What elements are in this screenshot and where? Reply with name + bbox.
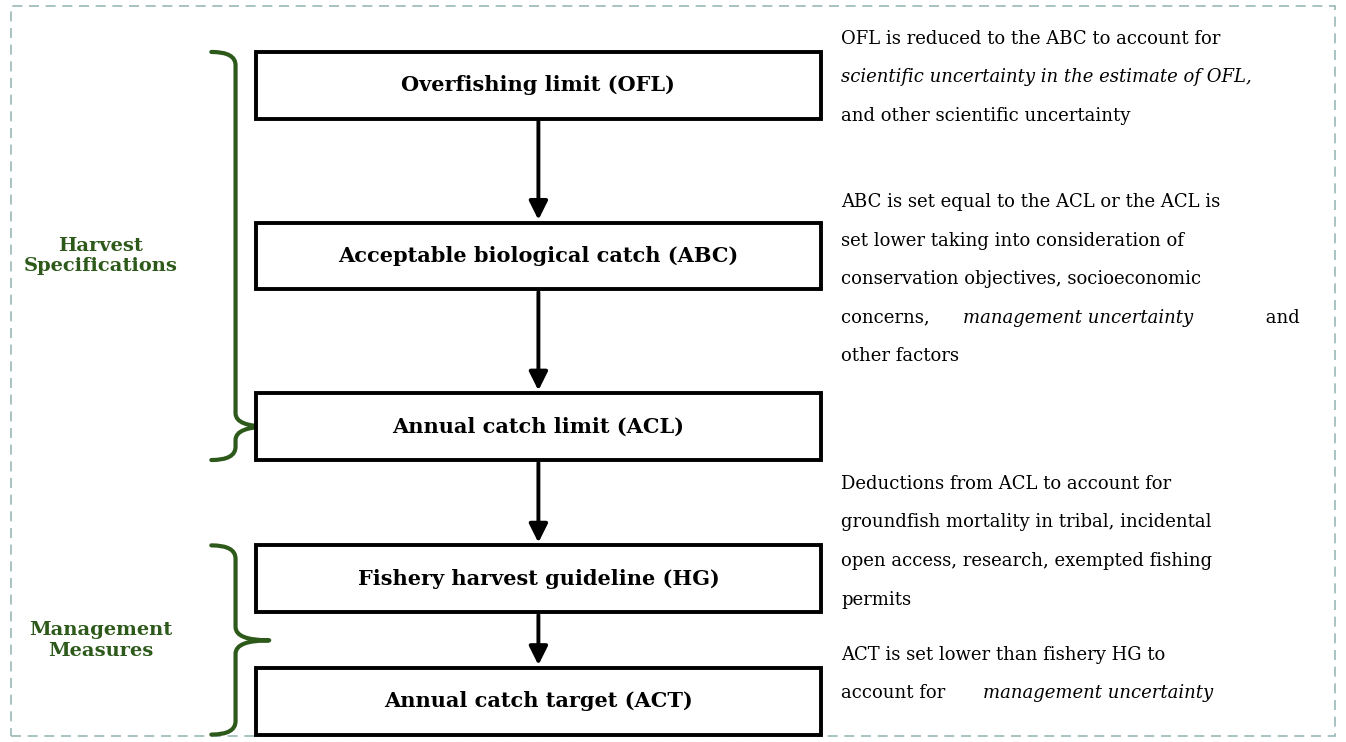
- FancyBboxPatch shape: [256, 545, 821, 612]
- Text: Deductions from ACL to account for: Deductions from ACL to account for: [841, 475, 1171, 493]
- Text: open access, research, exempted fishing: open access, research, exempted fishing: [841, 552, 1213, 570]
- Text: Management
Measures: Management Measures: [30, 621, 172, 660]
- Text: permits: permits: [841, 591, 911, 608]
- Text: Fishery harvest guideline (HG): Fishery harvest guideline (HG): [358, 569, 719, 588]
- FancyBboxPatch shape: [256, 223, 821, 289]
- FancyBboxPatch shape: [256, 393, 821, 460]
- Text: and other scientific uncertainty: and other scientific uncertainty: [841, 107, 1131, 125]
- Text: management uncertainty: management uncertainty: [962, 309, 1193, 326]
- Text: other factors: other factors: [841, 347, 960, 365]
- Text: concerns,: concerns,: [841, 309, 935, 326]
- Text: scientific uncertainty in the estimate of OFL,: scientific uncertainty in the estimate o…: [841, 68, 1252, 86]
- Text: Annual catch target (ACT): Annual catch target (ACT): [384, 692, 693, 711]
- Text: Annual catch limit (ACL): Annual catch limit (ACL): [393, 417, 684, 436]
- Text: account for: account for: [841, 684, 952, 702]
- Text: set lower taking into consideration of: set lower taking into consideration of: [841, 232, 1184, 249]
- Text: management uncertainty: management uncertainty: [983, 684, 1213, 702]
- Text: and: and: [1260, 309, 1300, 326]
- Text: Acceptable biological catch (ABC): Acceptable biological catch (ABC): [338, 246, 739, 266]
- Text: OFL is reduced to the ABC to account for: OFL is reduced to the ABC to account for: [841, 30, 1221, 47]
- Text: Harvest
Specifications: Harvest Specifications: [24, 237, 178, 275]
- FancyBboxPatch shape: [256, 52, 821, 119]
- Text: ACT is set lower than fishery HG to: ACT is set lower than fishery HG to: [841, 646, 1166, 663]
- Text: Overfishing limit (OFL): Overfishing limit (OFL): [401, 76, 676, 95]
- FancyBboxPatch shape: [256, 668, 821, 735]
- Text: groundfish mortality in tribal, incidental: groundfish mortality in tribal, incident…: [841, 513, 1211, 531]
- Text: ABC is set equal to the ACL or the ACL is: ABC is set equal to the ACL or the ACL i…: [841, 193, 1221, 211]
- Text: conservation objectives, socioeconomic: conservation objectives, socioeconomic: [841, 270, 1202, 288]
